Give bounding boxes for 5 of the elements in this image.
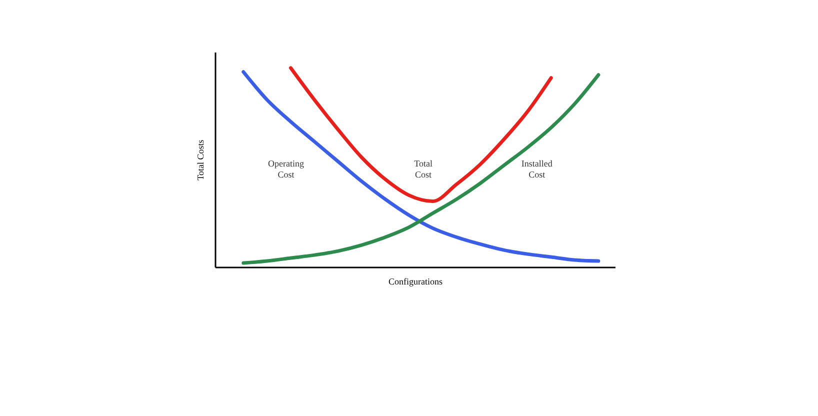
y-axis-title: Total Costs [196, 139, 206, 180]
text: Operating Cost [268, 158, 304, 180]
x-axis-title: Configurations [388, 276, 443, 286]
series-label: Total Cost [414, 158, 433, 180]
series-label: Installed Cost [521, 158, 553, 180]
